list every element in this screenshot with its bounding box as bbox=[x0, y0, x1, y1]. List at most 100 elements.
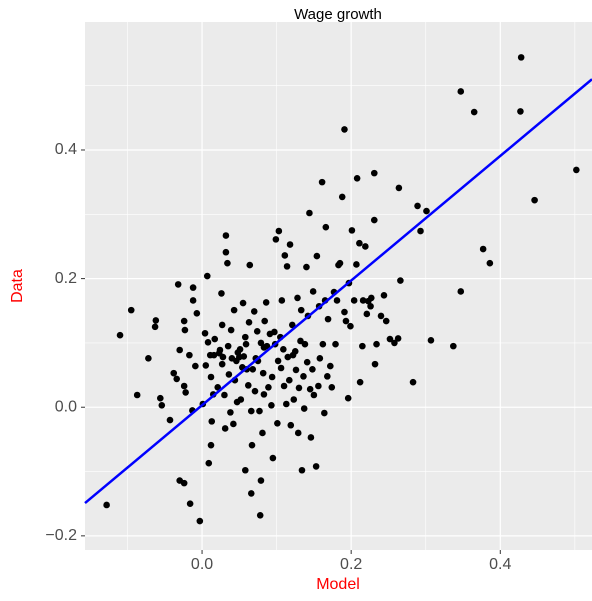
point bbox=[170, 369, 178, 377]
point bbox=[248, 441, 256, 449]
point bbox=[242, 333, 249, 341]
point bbox=[371, 360, 379, 368]
point bbox=[274, 357, 282, 365]
point bbox=[256, 407, 263, 415]
point bbox=[202, 362, 210, 369]
point bbox=[216, 346, 224, 354]
point bbox=[158, 401, 166, 409]
point bbox=[166, 416, 174, 424]
point bbox=[321, 409, 328, 417]
point bbox=[245, 319, 253, 326]
point bbox=[145, 355, 152, 362]
point bbox=[347, 322, 354, 330]
point bbox=[250, 308, 258, 315]
point bbox=[341, 308, 348, 316]
point bbox=[309, 365, 316, 373]
point bbox=[300, 373, 307, 380]
point bbox=[301, 340, 309, 348]
point bbox=[173, 375, 181, 383]
point bbox=[249, 365, 257, 373]
y-axis-label: Data bbox=[9, 269, 26, 303]
point bbox=[391, 339, 398, 347]
point bbox=[244, 382, 252, 389]
point bbox=[203, 272, 211, 280]
point bbox=[479, 245, 487, 253]
point bbox=[297, 306, 305, 314]
point bbox=[367, 302, 374, 310]
point bbox=[127, 306, 135, 314]
point bbox=[246, 261, 254, 269]
point bbox=[290, 396, 298, 403]
point bbox=[341, 126, 348, 133]
point bbox=[247, 407, 255, 415]
point bbox=[373, 340, 380, 348]
point bbox=[294, 429, 302, 437]
point bbox=[409, 378, 417, 386]
point bbox=[219, 353, 227, 361]
point bbox=[386, 335, 394, 343]
point bbox=[253, 328, 261, 335]
point bbox=[306, 209, 313, 217]
point bbox=[278, 297, 286, 304]
point bbox=[292, 366, 300, 374]
point bbox=[227, 326, 235, 334]
point bbox=[174, 281, 182, 288]
point bbox=[242, 340, 250, 348]
point bbox=[201, 329, 209, 337]
point bbox=[274, 420, 281, 427]
point bbox=[300, 405, 308, 412]
point bbox=[397, 277, 404, 284]
point bbox=[450, 342, 457, 350]
point bbox=[285, 376, 293, 384]
point bbox=[204, 338, 212, 346]
point bbox=[342, 317, 350, 325]
point bbox=[180, 382, 188, 390]
point bbox=[395, 184, 403, 192]
point bbox=[180, 317, 188, 325]
point bbox=[423, 207, 430, 215]
point bbox=[239, 299, 247, 307]
point bbox=[218, 321, 226, 329]
point bbox=[531, 196, 538, 204]
point bbox=[382, 317, 390, 325]
point bbox=[186, 351, 193, 359]
point bbox=[356, 239, 363, 247]
x-axis-label: Model bbox=[316, 576, 360, 593]
point bbox=[251, 387, 259, 395]
point bbox=[103, 501, 110, 509]
point bbox=[356, 378, 364, 386]
point bbox=[284, 353, 292, 361]
point bbox=[380, 292, 388, 299]
point bbox=[315, 382, 322, 390]
point bbox=[414, 202, 421, 210]
point bbox=[268, 401, 275, 409]
point bbox=[328, 383, 336, 391]
point bbox=[363, 310, 371, 318]
point bbox=[207, 373, 215, 381]
point bbox=[189, 297, 197, 304]
point bbox=[247, 490, 255, 497]
point bbox=[332, 340, 339, 348]
point bbox=[312, 463, 320, 470]
point bbox=[313, 252, 321, 260]
point bbox=[259, 369, 267, 377]
point bbox=[573, 166, 580, 174]
point bbox=[370, 216, 378, 224]
point bbox=[181, 326, 189, 334]
point bbox=[221, 391, 228, 399]
point bbox=[350, 297, 358, 304]
point bbox=[353, 261, 360, 268]
point bbox=[309, 288, 317, 295]
point bbox=[336, 259, 344, 267]
point bbox=[224, 259, 231, 267]
point bbox=[283, 263, 291, 270]
point bbox=[417, 227, 424, 235]
point bbox=[517, 108, 524, 115]
point bbox=[236, 346, 244, 353]
point bbox=[272, 236, 280, 243]
point bbox=[256, 511, 264, 519]
point bbox=[152, 317, 160, 324]
point bbox=[180, 479, 188, 487]
point bbox=[260, 391, 268, 398]
point bbox=[259, 429, 266, 437]
